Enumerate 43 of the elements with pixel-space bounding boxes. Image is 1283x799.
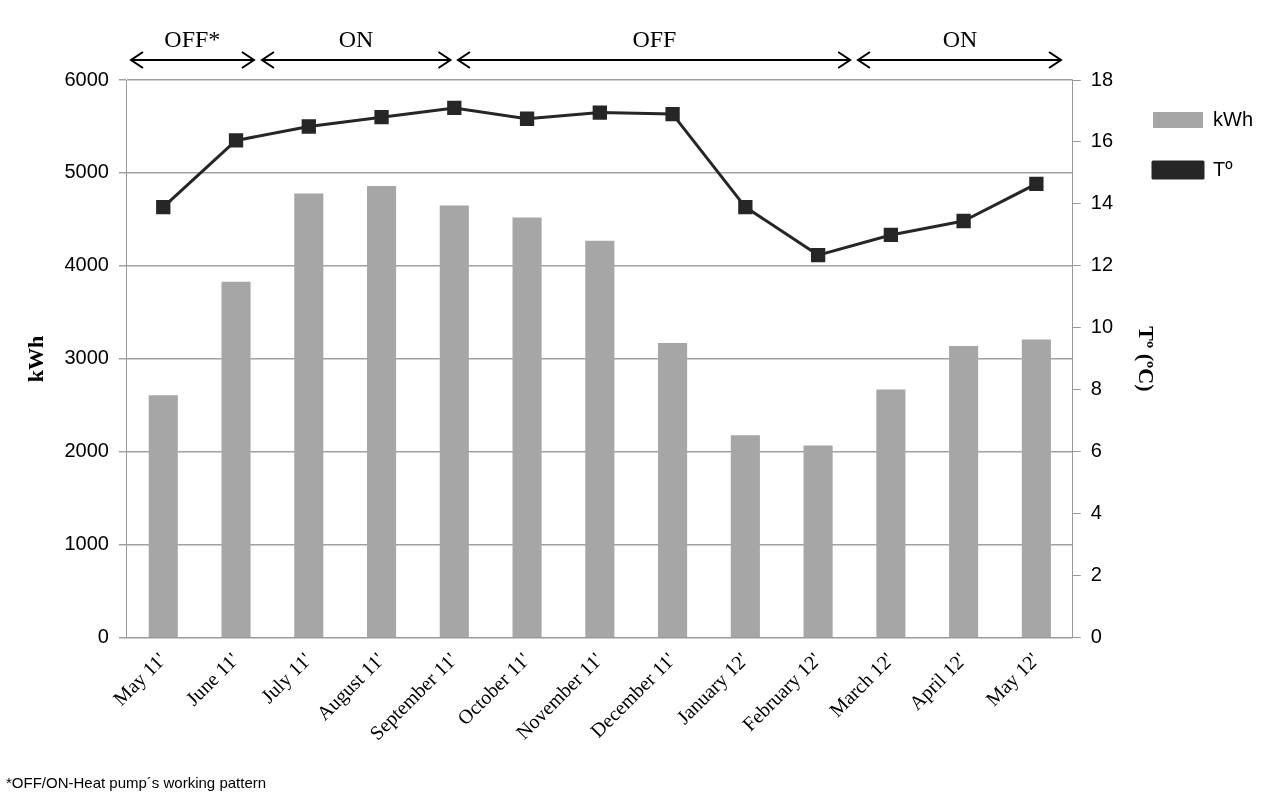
point	[810, 247, 826, 263]
y2-tick-label: 12	[1090, 253, 1113, 276]
y2-tick-label: 2	[1090, 563, 1102, 586]
y2-tick-label: 14	[1090, 191, 1113, 214]
point	[883, 227, 899, 243]
point	[374, 110, 389, 125]
y2-tick-label: 16	[1090, 129, 1113, 152]
legend-label: kWh	[1213, 107, 1253, 130]
point	[665, 106, 680, 122]
point	[156, 199, 171, 215]
y-axis-title: kWh	[22, 335, 48, 383]
y2-tick-label: 8	[1090, 377, 1102, 400]
y-tick-label: 6000	[64, 67, 109, 90]
point	[956, 213, 971, 229]
text: ON	[338, 26, 374, 53]
point	[519, 111, 535, 126]
y-tick-label: 5000	[64, 160, 109, 183]
y2-tick-label: 0	[1090, 625, 1102, 648]
point	[301, 119, 316, 134]
y2-tick-label: 6	[1090, 439, 1102, 462]
legend-label: Tº	[1213, 157, 1234, 180]
y2-axis-title: Tº (ºC)	[1134, 326, 1160, 392]
text: *OFF/ON-Heat pump´s working pattern	[6, 774, 267, 791]
point	[447, 100, 462, 116]
y-tick-label: 0	[97, 625, 109, 648]
y-tick-label: 1000	[64, 532, 109, 555]
x-tick-label: June 11'	[181, 648, 243, 710]
y2-tick-label: 4	[1090, 501, 1102, 524]
x-tick-label: May 11'	[108, 648, 171, 711]
x-tick-label: May 12'	[981, 648, 1044, 711]
y-tick-label: 4000	[64, 253, 109, 276]
y-tick-label: 3000	[64, 346, 109, 369]
point	[592, 105, 607, 120]
y-tick-label: 2000	[64, 439, 109, 462]
x-tick-label: July 11'	[256, 648, 317, 708]
point	[1029, 176, 1044, 191]
text: OFF*	[164, 26, 221, 53]
point	[738, 199, 753, 215]
point	[228, 133, 244, 148]
text: OFF	[632, 26, 677, 53]
y2-tick-label: 10	[1090, 315, 1113, 338]
y2-tick-label: 18	[1090, 67, 1113, 90]
text: ON	[942, 26, 978, 53]
